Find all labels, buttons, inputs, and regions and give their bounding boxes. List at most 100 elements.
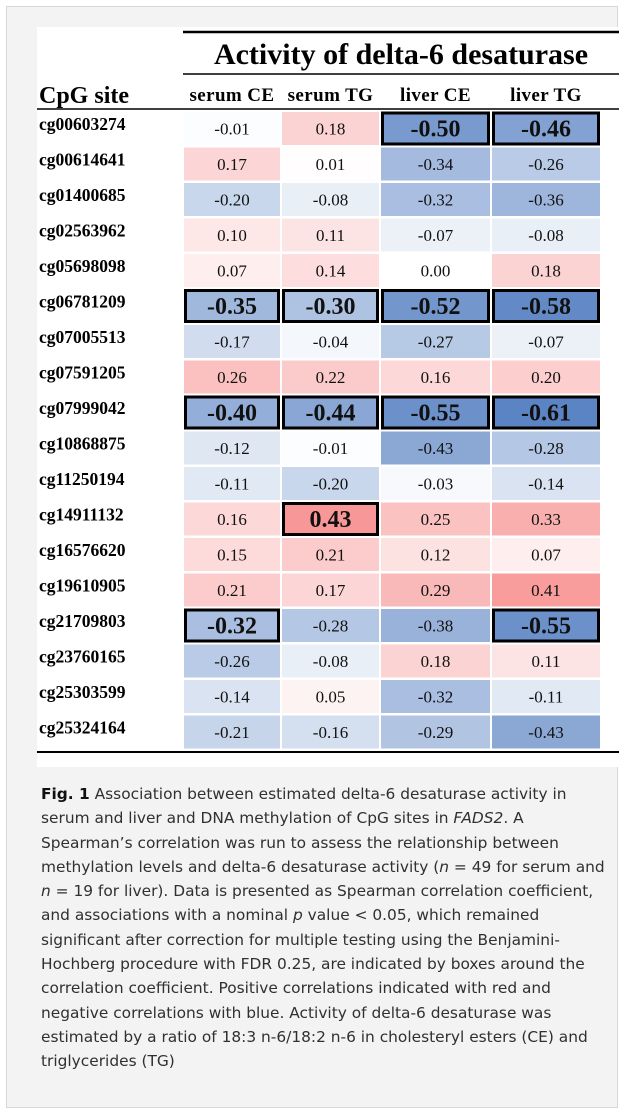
heatmap-cell — [381, 644, 490, 678]
heatmap-cell — [282, 573, 379, 607]
heatmap-cell — [282, 538, 379, 571]
caption-text-2: . A Spearman’s correlation was run to as… — [41, 809, 559, 876]
cell-value-label: -0.07 — [418, 226, 454, 245]
cell-value-label: 0.26 — [217, 368, 247, 387]
cell-value-label: 0.05 — [316, 688, 346, 707]
cell-value-label: -0.43 — [418, 439, 453, 458]
cell-value-label: -0.29 — [418, 723, 453, 742]
row-label: cg11250194 — [39, 469, 125, 489]
column-header: serum TG — [288, 85, 374, 106]
cell-value-label: -0.55 — [411, 401, 461, 427]
figure-caption: Fig. 1 Association between estimated del… — [41, 782, 611, 1074]
heatmap-cell — [282, 502, 379, 536]
heatmap-cell — [184, 431, 280, 465]
cell-value-label: 0.14 — [316, 262, 346, 281]
significance-box — [492, 395, 600, 430]
cell-value-label: -0.11 — [529, 688, 564, 707]
cell-value-label: -0.34 — [418, 155, 454, 174]
heatmap-cell — [184, 183, 280, 216]
cell-value-label: -0.61 — [521, 401, 571, 427]
cell-value-label: -0.28 — [313, 617, 348, 636]
row-label: cg07591205 — [39, 363, 126, 383]
cell-value-label: 0.29 — [421, 581, 451, 600]
heatmap-cell — [381, 254, 490, 287]
heatmap-cell — [492, 289, 600, 323]
row-label: cg16576620 — [39, 540, 126, 560]
row-label: cg05698098 — [39, 256, 126, 276]
cell-value-label: -0.04 — [313, 333, 349, 352]
row-header: CpG site — [39, 83, 129, 109]
heatmap-cell — [492, 254, 600, 287]
significance-box — [381, 111, 490, 146]
caption-text-4: = 19 for liver). Data is presented as Sp… — [41, 882, 594, 925]
cell-value-label: -0.08 — [313, 652, 348, 671]
cell-value-label: 0.18 — [421, 652, 451, 671]
cell-value-label: 0.11 — [316, 226, 345, 245]
cell-value-label: -0.26 — [214, 652, 249, 671]
heatmap-cell — [184, 573, 280, 607]
heatmap-cell — [492, 183, 600, 216]
cell-value-label: 0.16 — [421, 368, 451, 387]
heatmap-cell — [282, 467, 379, 500]
cell-value-label: 0.11 — [531, 652, 560, 671]
row-label: cg01400685 — [39, 185, 126, 205]
cell-value-label: 0.17 — [217, 155, 247, 174]
heatmap-cell — [492, 467, 600, 500]
figure-container: Activity of delta-6 desaturase CpG site se… — [6, 6, 619, 1108]
cell-value-label: -0.55 — [521, 614, 571, 640]
caption-gene: FADS2 — [453, 809, 504, 828]
caption-n-liver: n — [41, 882, 51, 901]
heatmap-cell — [492, 218, 600, 252]
heatmap-panel: Activity of delta-6 desaturase CpG site se… — [37, 27, 619, 767]
heatmap-cell — [184, 396, 280, 429]
heatmap-cell — [184, 467, 280, 500]
cell-value-label: -0.17 — [214, 333, 250, 352]
row-label: cg10868875 — [39, 434, 126, 454]
cell-value-label: -0.16 — [313, 723, 348, 742]
heatmap-cell — [282, 431, 379, 465]
heatmap-cell — [184, 218, 280, 252]
heatmap-cell — [282, 644, 379, 678]
heatmap-cell — [492, 573, 600, 607]
heatmap-cell — [381, 183, 490, 216]
heatmap-cell — [492, 609, 600, 642]
row-label: cg06781209 — [39, 292, 126, 312]
heatmap-cell — [492, 396, 600, 429]
cell-value-label: -0.52 — [411, 294, 461, 320]
significance-box — [282, 502, 379, 536]
heatmap-cell — [492, 147, 600, 181]
cell-value-label: 0.12 — [421, 546, 451, 565]
caption-n-serum: n — [439, 857, 450, 876]
heatmap-cell — [492, 431, 600, 465]
heatmap-cell — [282, 254, 379, 287]
heatmap-cell — [381, 467, 490, 500]
cell-value-label: 0.18 — [531, 262, 561, 281]
cell-value-label: 0.17 — [316, 581, 346, 600]
cell-value-label: 0.20 — [531, 368, 561, 387]
row-label: cg07999042 — [39, 398, 126, 418]
cell-value-label: -0.26 — [528, 155, 563, 174]
significance-box — [184, 608, 280, 643]
heatmap-cell — [282, 183, 379, 216]
cell-value-label: -0.36 — [528, 191, 563, 210]
heatmap-cell — [184, 609, 280, 642]
significance-box — [282, 289, 379, 323]
significance-box — [282, 395, 379, 430]
row-label: cg21709803 — [39, 611, 126, 631]
cell-value-label: -0.58 — [521, 294, 571, 320]
cell-value-label: -0.32 — [418, 688, 453, 707]
cell-value-label: -0.01 — [313, 439, 348, 458]
heatmap-cell — [184, 680, 280, 713]
heatmap-cell — [381, 715, 490, 749]
cell-value-label: -0.28 — [528, 439, 563, 458]
significance-box — [381, 395, 490, 430]
heatmap-cell — [184, 254, 280, 287]
significance-box — [381, 289, 490, 323]
heatmap-cell — [381, 147, 490, 181]
heatmap-cell — [282, 147, 379, 181]
row-label: cg25324164 — [39, 718, 126, 738]
cell-value-label: -0.27 — [418, 333, 454, 352]
heatmap-cell — [184, 715, 280, 749]
row-label: cg07005513 — [39, 327, 126, 347]
cell-value-label: -0.07 — [528, 333, 564, 352]
